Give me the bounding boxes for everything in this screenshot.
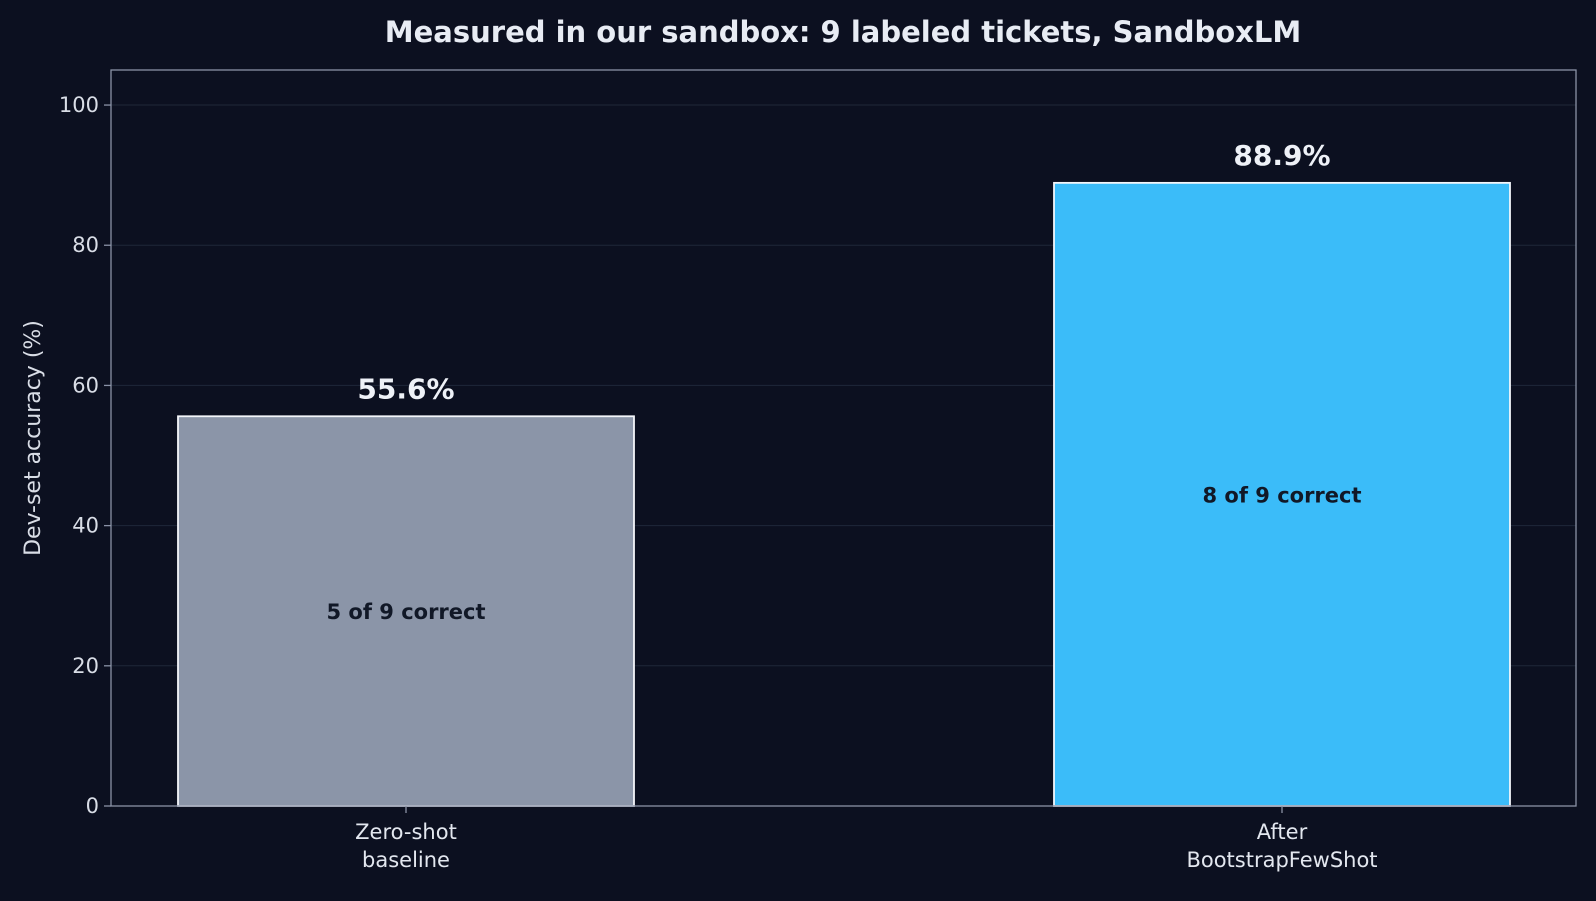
bar-value-label: 88.9% [1233, 139, 1330, 172]
axes: 0 20 40 60 80 100 Zero-shot baseline After Bootst… [59, 69, 1577, 872]
plot-frame [110, 69, 1577, 807]
bar-inner-label: 8 of 9 correct [1202, 483, 1361, 507]
bar-value-label: 55.6% [357, 372, 454, 405]
bars: 55.6% 5 of 9 correct 88.9% 8 of 9 correct [177, 139, 1511, 807]
y-tick-label: 60 [72, 373, 99, 397]
y-tick-label: 20 [72, 654, 99, 678]
y-tick-label: 100 [59, 93, 99, 117]
bar [177, 415, 635, 807]
y-tick-label: 80 [72, 233, 99, 257]
x-tick-label: Zero-shot baseline [355, 820, 457, 872]
y-tick-label: 0 [86, 794, 99, 818]
bar [1053, 181, 1511, 807]
chart-title: Measured in our sandbox: 9 labeled ticke… [385, 15, 1301, 49]
y-axis-label: Dev-set accuracy (%) [21, 320, 46, 556]
y-tick-label: 40 [72, 514, 99, 538]
x-tick-label: After BootstrapFewShot [1186, 820, 1377, 872]
bar-inner-label: 5 of 9 correct [326, 600, 485, 624]
